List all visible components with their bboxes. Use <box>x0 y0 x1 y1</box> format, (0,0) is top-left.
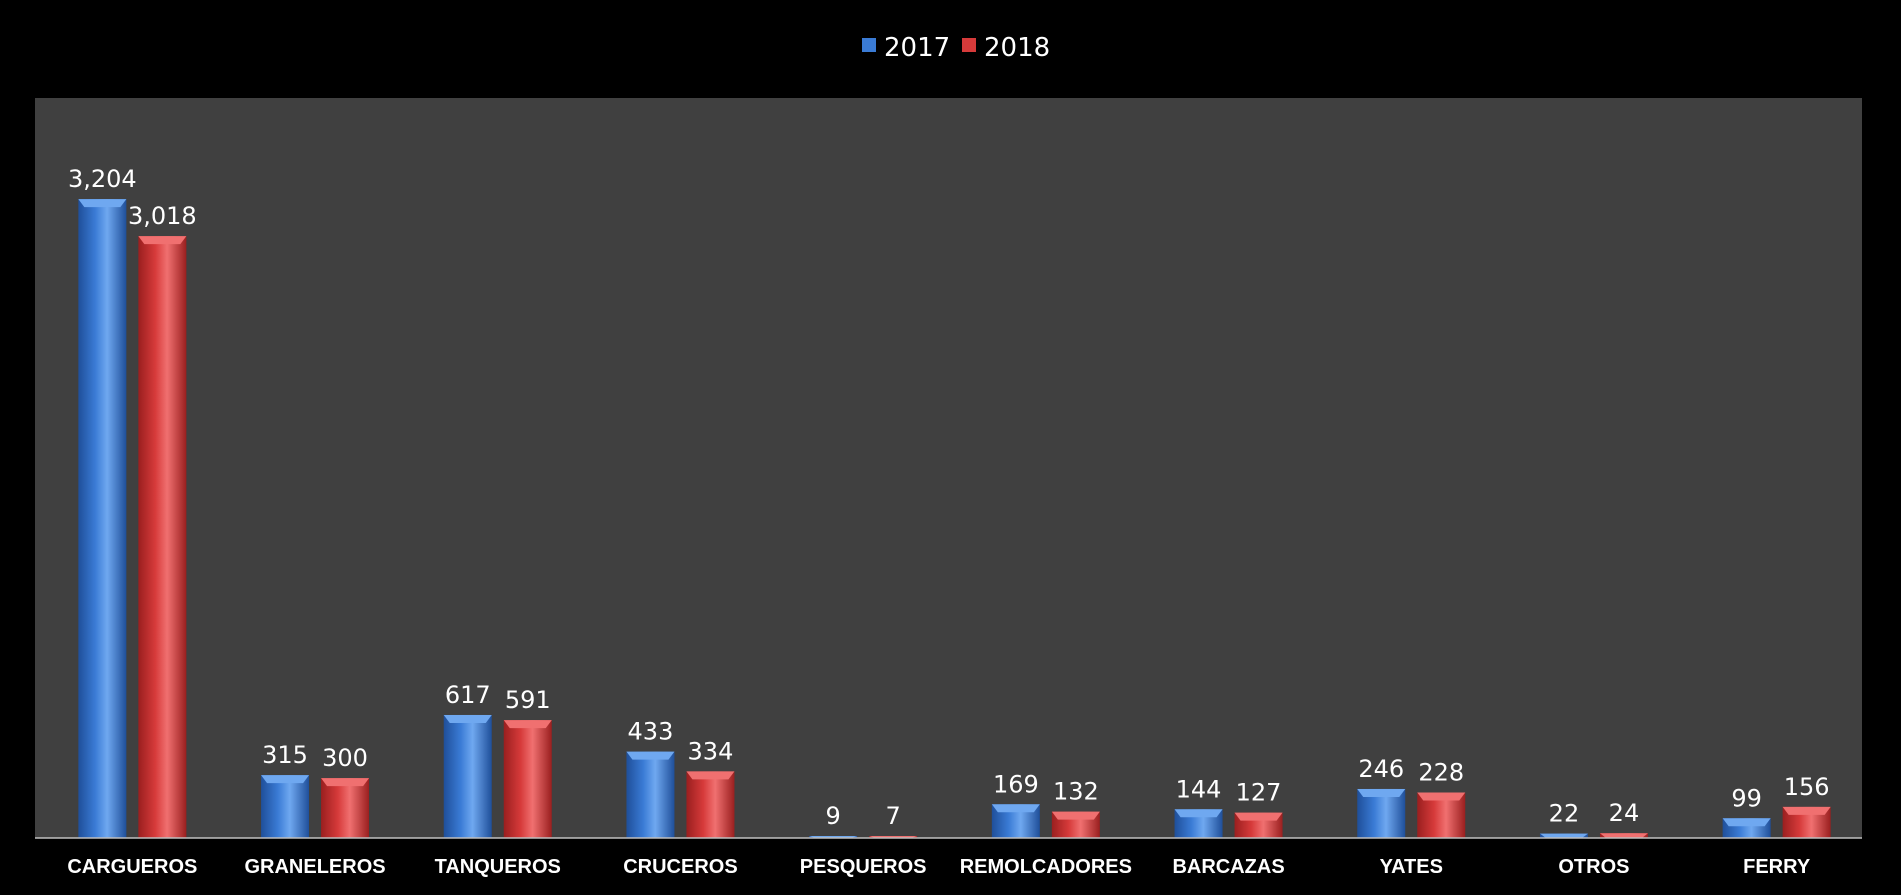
bar-cap-cruceros-2018 <box>686 771 735 780</box>
bar-cargueros-2018 <box>138 236 187 838</box>
bar-graneleros-2017 <box>261 775 310 838</box>
bar-cargueros-2017 <box>78 199 127 838</box>
data-label-remolcadores-2018: 132 <box>1053 778 1099 806</box>
category-label-remolcadores: REMOLCADORES <box>960 856 1132 878</box>
data-label-cargueros-2017: 3,204 <box>68 165 137 193</box>
plot-area <box>35 98 1862 838</box>
legend-swatch-2017 <box>862 38 876 52</box>
bar-cap-tanqueros-2018 <box>503 720 552 729</box>
bar-cruceros-2018 <box>686 771 735 838</box>
bar-cap-yates-2018 <box>1417 792 1466 801</box>
bar-tanqueros-2018 <box>503 720 552 838</box>
bar-cap-cargueros-2017 <box>78 199 127 208</box>
category-label-cargueros: CARGUEROS <box>67 856 197 878</box>
legend-label-2017: 2017 <box>884 33 950 63</box>
bar-cap-tanqueros-2017 <box>443 714 492 723</box>
bar-cap-remolcadores-2018 <box>1051 811 1100 820</box>
data-label-remolcadores-2017: 169 <box>993 770 1039 798</box>
data-label-tanqueros-2017: 617 <box>445 681 491 709</box>
bar-cap-otros-2018 <box>1599 833 1648 838</box>
data-label-pesqueros-2018: 7 <box>886 802 901 830</box>
data-label-otros-2018: 24 <box>1609 799 1640 827</box>
bar-cruceros-2017 <box>626 751 675 838</box>
category-label-otros: OTROS <box>1558 856 1629 878</box>
category-label-graneleros: GRANELEROS <box>244 856 385 878</box>
category-label-yates: YATES <box>1380 856 1443 878</box>
bar-cap-yates-2017 <box>1357 788 1406 797</box>
bar-cap-graneleros-2018 <box>321 778 370 787</box>
category-label-ferry: FERRY <box>1743 856 1811 878</box>
data-label-cruceros-2017: 433 <box>628 718 674 746</box>
data-label-otros-2017: 22 <box>1549 800 1580 828</box>
data-label-cargueros-2018: 3,018 <box>128 202 197 230</box>
bar-cap-graneleros-2017 <box>261 775 310 784</box>
data-label-ferry-2017: 99 <box>1731 784 1762 812</box>
bar-cap-cargueros-2018 <box>138 236 187 245</box>
legend: 2017 2018 <box>862 33 1050 63</box>
bar-cap-ferry-2018 <box>1782 806 1831 815</box>
data-label-barcazas-2018: 127 <box>1236 779 1282 807</box>
bar-yates-2017 <box>1357 788 1406 838</box>
data-label-cruceros-2018: 334 <box>688 737 734 765</box>
data-label-tanqueros-2018: 591 <box>505 686 551 714</box>
data-label-ferry-2018: 156 <box>1784 773 1830 801</box>
category-label-cruceros: CRUCEROS <box>623 856 737 878</box>
bar-cap-barcazas-2018 <box>1234 812 1283 821</box>
bar-cap-otros-2017 <box>1539 833 1588 838</box>
data-label-pesqueros-2017: 9 <box>826 802 841 830</box>
data-label-yates-2017: 246 <box>1358 755 1404 783</box>
bar-graneleros-2018 <box>321 778 370 838</box>
legend-label-2018: 2018 <box>984 33 1050 63</box>
data-label-yates-2018: 228 <box>1418 759 1464 787</box>
bar-cap-barcazas-2017 <box>1174 809 1223 818</box>
bar-cap-remolcadores-2017 <box>991 804 1040 813</box>
bar-cap-ferry-2017 <box>1722 818 1771 827</box>
category-label-barcazas: BARCAZAS <box>1172 856 1284 878</box>
category-labels-group: CARGUEROS GRANELEROS TANQUEROS CRUCEROS PESQ… <box>67 856 1810 878</box>
data-labels-group: 3,204 3,018 315 300 617 591 433 334 9 7 169 132 144 1… <box>68 165 1830 830</box>
bars-group <box>78 199 1831 838</box>
bar-tanqueros-2017 <box>443 714 492 838</box>
data-label-graneleros-2017: 315 <box>262 741 308 769</box>
legend-swatch-2018 <box>962 38 976 52</box>
category-label-tanqueros: TANQUEROS <box>435 856 561 878</box>
data-label-barcazas-2017: 144 <box>1176 775 1222 803</box>
data-label-graneleros-2018: 300 <box>322 744 368 772</box>
category-label-pesqueros: PESQUEROS <box>800 856 927 878</box>
bar-cap-cruceros-2017 <box>626 751 675 760</box>
